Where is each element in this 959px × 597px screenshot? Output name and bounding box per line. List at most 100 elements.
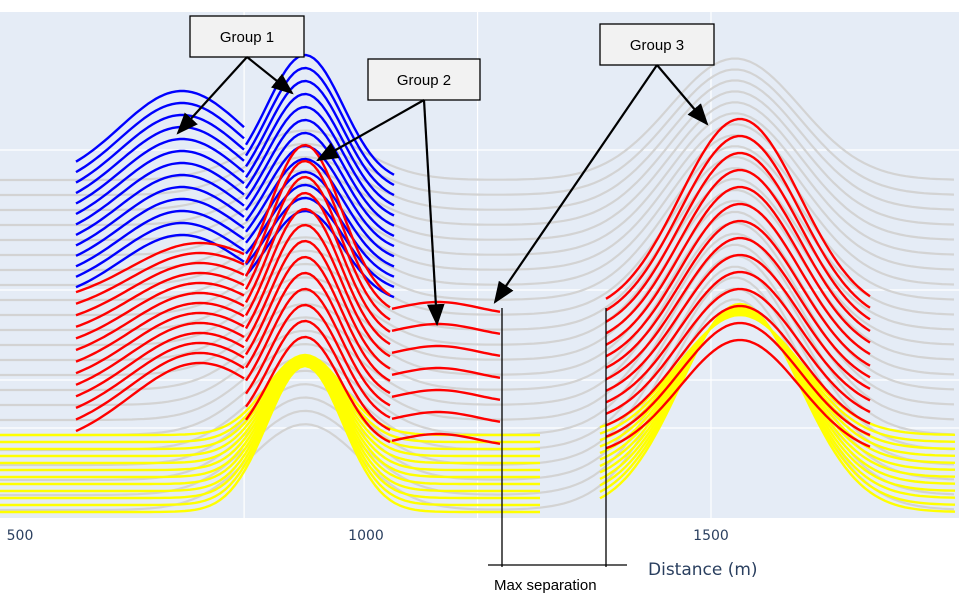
unselected-curve: [0, 123, 955, 272]
group2-curve: [391, 322, 501, 335]
group3-curve: [605, 151, 871, 323]
group3-curve: [605, 287, 871, 415]
group2-curve: [75, 261, 245, 317]
group1-curve: [75, 137, 245, 205]
callout-arrow: [316, 99, 425, 162]
group2-curve: [244, 271, 391, 395]
callout-arrows: [176, 56, 709, 327]
group1-curve: [75, 185, 245, 247]
group1-curve: [245, 118, 395, 227]
unselected-curve: [0, 189, 955, 362]
group2-curve: [75, 241, 245, 294]
x-tick-label: 500: [7, 528, 34, 544]
group3-curve: [605, 253, 871, 392]
other-curve: [0, 354, 540, 444]
other-curve: [0, 357, 540, 465]
group1-curve: [75, 101, 245, 174]
group1-curve: [75, 209, 245, 268]
group1-curve: [75, 197, 245, 257]
callout-box: [367, 58, 481, 101]
group2-curve: [75, 251, 245, 305]
callout-label: Group 1: [220, 29, 274, 46]
group3-curve: [605, 236, 871, 381]
group2-curve: [245, 319, 391, 431]
group3-curve: [605, 219, 871, 369]
unselected-curve: [0, 156, 955, 317]
unselected-curve: [0, 79, 955, 212]
other-curve: [0, 360, 540, 486]
group1-curve: [75, 113, 245, 184]
group1-curve: [75, 161, 245, 226]
callout-arrow: [422, 99, 445, 327]
other-curve: [0, 364, 540, 514]
data-curves: [0, 53, 956, 514]
group2-curve: [244, 223, 391, 358]
callout-box: [189, 15, 305, 58]
group2-curve: [244, 207, 391, 346]
group1-curve: [75, 221, 245, 278]
group1-curve: [75, 89, 245, 163]
group2-curve: [75, 301, 245, 363]
group3-curve: [605, 321, 871, 438]
group2-curve: [75, 311, 245, 375]
callout-label: Group 3: [630, 37, 684, 54]
unselected-curve: [0, 57, 955, 182]
other-curve: [0, 355, 540, 451]
group1-curve: [245, 131, 395, 237]
callout-label: Group 2: [397, 72, 451, 89]
group2-curve: [391, 432, 501, 445]
group2-curve: [391, 344, 501, 357]
group2-curve: [75, 351, 245, 421]
other-curve: [0, 358, 540, 472]
group3-curve: [605, 168, 871, 335]
callout-arrow: [176, 56, 248, 135]
group3-curve: [605, 134, 871, 312]
group3-curve: [605, 202, 871, 358]
group3-curve: [605, 117, 871, 300]
group2-curve: [75, 271, 245, 328]
group1-curve: [245, 105, 395, 217]
max-separation-label: Max separation: [494, 577, 597, 594]
group2-curve: [244, 255, 391, 382]
group2-curve: [244, 287, 391, 407]
callout-arrow: [656, 64, 709, 126]
group2-curve: [244, 191, 391, 333]
group2-curve: [75, 341, 245, 409]
callout-group-3: Group 3: [599, 23, 715, 66]
group3-curve: [605, 185, 871, 346]
other-curve: [0, 362, 540, 500]
group1-curve: [75, 125, 245, 195]
group2-curve: [75, 281, 245, 340]
group2-curve: [244, 175, 391, 321]
group3-curve: [605, 338, 871, 450]
group2-curve: [245, 335, 391, 444]
callout-group-2: Group 2: [367, 58, 481, 101]
max-separation-marker: Max separation: [488, 308, 627, 594]
group2-curve: [244, 239, 391, 370]
callout-group-1: Group 1: [189, 15, 305, 58]
x-axis-ticks: 500 1000 1500: [7, 528, 729, 544]
unselected-curve: [0, 221, 955, 407]
group1-curve: [245, 92, 395, 207]
group1-curve: [245, 209, 395, 299]
group2-curve: [391, 388, 501, 401]
group1-curve: [244, 66, 395, 187]
group2-curve: [244, 159, 391, 309]
group1-curve: [75, 173, 245, 236]
unselected-curve: [0, 68, 955, 197]
x-tick-label: 1000: [348, 528, 384, 544]
group1-curve: [245, 157, 395, 258]
group1-curve: [244, 79, 395, 197]
callout-arrow: [246, 56, 294, 95]
x-tick-label: 1500: [693, 528, 729, 544]
group3-curve: [605, 270, 871, 404]
group3-curve: [605, 304, 871, 427]
group2-curve: [75, 331, 245, 398]
other-curve: [599, 302, 956, 513]
group2-curve: [75, 361, 245, 433]
group2-curve: [75, 321, 245, 386]
callout-arrow: [493, 64, 658, 304]
callout-box: [599, 23, 715, 66]
other-curve: [0, 359, 540, 479]
